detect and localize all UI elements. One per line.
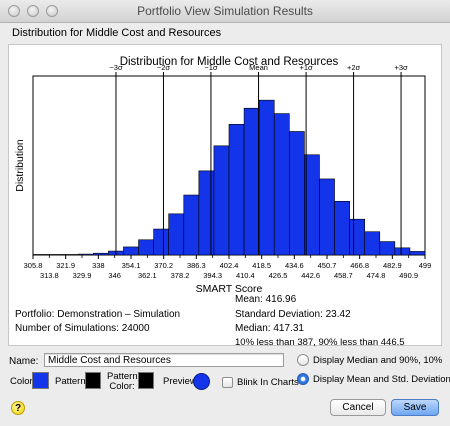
histogram-bar: [258, 99, 275, 256]
distribution-chart: Distribution for Middle Cost and Resourc…: [14, 56, 432, 295]
window-title: Portfolio View Simulation Results: [137, 4, 313, 18]
histogram-bar: [62, 254, 79, 256]
mean-value: Mean: 416.96: [235, 294, 297, 305]
simulation-count: Number of Simulations: 24000: [15, 323, 150, 334]
save-button[interactable]: Save: [391, 399, 439, 416]
sigma-label: Mean: [249, 63, 268, 72]
window-titlebar: Portfolio View Simulation Results: [0, 0, 450, 23]
x-tick-label: 346: [108, 271, 121, 280]
radio-median[interactable]: [297, 354, 309, 366]
radio-mean-label: Display Mean and Std. Deviation: [313, 374, 450, 385]
histogram-bar: [198, 170, 215, 256]
histogram-bar: [379, 241, 396, 256]
x-tick-label: 370.2: [154, 261, 173, 270]
histogram-bar: [349, 218, 365, 256]
histogram-bar: [123, 246, 139, 256]
x-tick-label: 313.8: [40, 271, 59, 280]
portfolio-name: Portfolio: Demonstration – Simulation: [15, 309, 181, 320]
help-icon[interactable]: ?: [11, 401, 25, 415]
sigma-label: −3σ: [109, 63, 123, 72]
x-tick-label: 394.3: [203, 271, 222, 280]
x-tick-label: 466.8: [350, 261, 369, 270]
histogram-bar: [213, 145, 230, 256]
color-swatch[interactable]: [32, 372, 49, 389]
x-tick-label: 338: [92, 261, 105, 270]
x-tick-label: 362.1: [138, 271, 157, 280]
pattern-label: Pattern:: [55, 376, 89, 387]
preview-label: Preview:: [163, 376, 200, 387]
pattern-color-swatch[interactable]: [138, 372, 154, 389]
x-tick-label: 499: [419, 261, 432, 270]
histogram-bar: [138, 239, 154, 256]
x-tick-label: 442.6: [301, 271, 320, 280]
x-tick-label: 402.4: [220, 261, 239, 270]
radio-mean[interactable]: [297, 373, 309, 385]
chart-panel: Distribution for Middle Cost and Resourc…: [8, 44, 442, 348]
x-tick-label: 418.5: [252, 261, 271, 270]
cancel-button[interactable]: Cancel: [330, 399, 386, 416]
y-axis-label: Distribution: [14, 139, 26, 192]
std-dev-value: Standard Deviation: 23.42: [235, 309, 351, 320]
pattern-color-label: Pattern Color:: [107, 371, 138, 392]
name-label: Name:: [9, 356, 39, 367]
histogram-bar: [409, 251, 426, 256]
minimize-window-icon[interactable]: [27, 5, 39, 17]
histogram-bar: [243, 107, 260, 256]
x-tick-label: 386.3: [187, 261, 206, 270]
histogram-bar: [153, 228, 169, 256]
histogram-bar: [93, 252, 109, 256]
preview-circle: [193, 373, 210, 390]
histogram-bar: [364, 231, 381, 256]
x-tick-label: 490.9: [399, 271, 418, 280]
histogram-bar: [319, 178, 335, 256]
blink-checkbox[interactable]: [222, 377, 233, 388]
x-tick-label: 482.9: [383, 261, 402, 270]
x-tick-label: 426.5: [269, 271, 288, 280]
x-tick-label: 329.9: [73, 271, 92, 280]
histogram-bar: [273, 113, 290, 256]
histogram-bar: [394, 247, 411, 256]
histogram-bar: [32, 254, 49, 256]
pattern-swatch[interactable]: [85, 372, 101, 389]
x-tick-label: 354.1: [122, 261, 141, 270]
histogram-bar: [47, 254, 64, 256]
dialog-subtitle: Distribution for Middle Cost and Resourc…: [12, 27, 222, 39]
percentile-text: 10% less than 387, 90% less than 446.5: [235, 337, 405, 348]
x-tick-label: 474.8: [367, 271, 386, 280]
x-tick-label: 378.2: [171, 271, 190, 280]
sigma-label: −2σ: [157, 63, 171, 72]
x-tick-label: 450.7: [318, 261, 337, 270]
sigma-label: −1σ: [204, 63, 218, 72]
histogram-bar: [289, 131, 305, 256]
histogram-bar: [304, 154, 320, 256]
radio-median-label: Display Median and 90%, 10%: [313, 355, 443, 366]
blink-label: Blink In Charts: [237, 377, 299, 388]
zoom-window-icon[interactable]: [46, 5, 58, 17]
name-input[interactable]: [44, 353, 284, 367]
x-tick-label: 305.8: [24, 261, 43, 270]
histogram-bar: [334, 201, 350, 256]
color-label: Color:: [10, 376, 36, 387]
close-window-icon[interactable]: [8, 5, 20, 17]
x-tick-label: 458.7: [334, 271, 353, 280]
histogram-bar: [168, 213, 185, 256]
chart-title: Distribution for Middle Cost and Resourc…: [120, 56, 339, 68]
x-tick-label: 434.6: [285, 261, 304, 270]
x-tick-label: 410.4: [236, 271, 255, 280]
sigma-label: +3σ: [394, 63, 408, 72]
sigma-label: +1σ: [300, 63, 314, 72]
x-axis-label: SMART Score: [196, 283, 263, 295]
histogram-bar: [183, 194, 200, 256]
x-tick-label: 321.9: [56, 261, 75, 270]
histogram-bar: [77, 253, 94, 256]
sigma-label: +2σ: [347, 63, 361, 72]
median-value: Median: 417.31: [235, 323, 304, 334]
histogram-bar: [228, 124, 245, 256]
